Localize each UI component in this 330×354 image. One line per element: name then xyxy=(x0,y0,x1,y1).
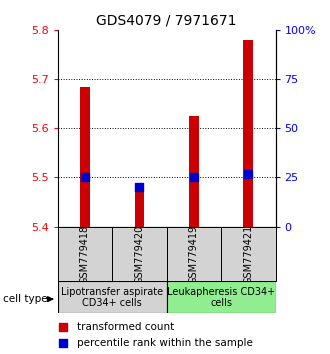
Point xyxy=(60,324,66,330)
Point xyxy=(60,341,66,346)
Text: transformed count: transformed count xyxy=(77,322,174,332)
Bar xyxy=(167,281,276,313)
Bar xyxy=(244,40,253,227)
Point xyxy=(246,171,251,176)
Text: percentile rank within the sample: percentile rank within the sample xyxy=(77,338,252,348)
Bar xyxy=(135,190,144,227)
Bar xyxy=(80,87,90,227)
Bar xyxy=(112,227,167,281)
Bar xyxy=(221,227,276,281)
Text: Leukapheresis CD34+
cells: Leukapheresis CD34+ cells xyxy=(167,286,275,308)
Point xyxy=(137,184,142,190)
Text: GSM779419: GSM779419 xyxy=(189,224,199,284)
Point xyxy=(191,175,197,180)
Point xyxy=(82,175,88,180)
Bar xyxy=(58,281,167,313)
Title: GDS4079 / 7971671: GDS4079 / 7971671 xyxy=(96,13,237,28)
Text: cell type: cell type xyxy=(3,294,48,304)
Bar xyxy=(58,227,112,281)
Text: GSM779418: GSM779418 xyxy=(80,224,90,284)
Text: GSM779420: GSM779420 xyxy=(134,224,145,284)
Bar xyxy=(189,116,199,227)
Bar xyxy=(167,227,221,281)
Text: GSM779421: GSM779421 xyxy=(243,224,253,284)
Text: Lipotransfer aspirate
CD34+ cells: Lipotransfer aspirate CD34+ cells xyxy=(61,286,163,308)
